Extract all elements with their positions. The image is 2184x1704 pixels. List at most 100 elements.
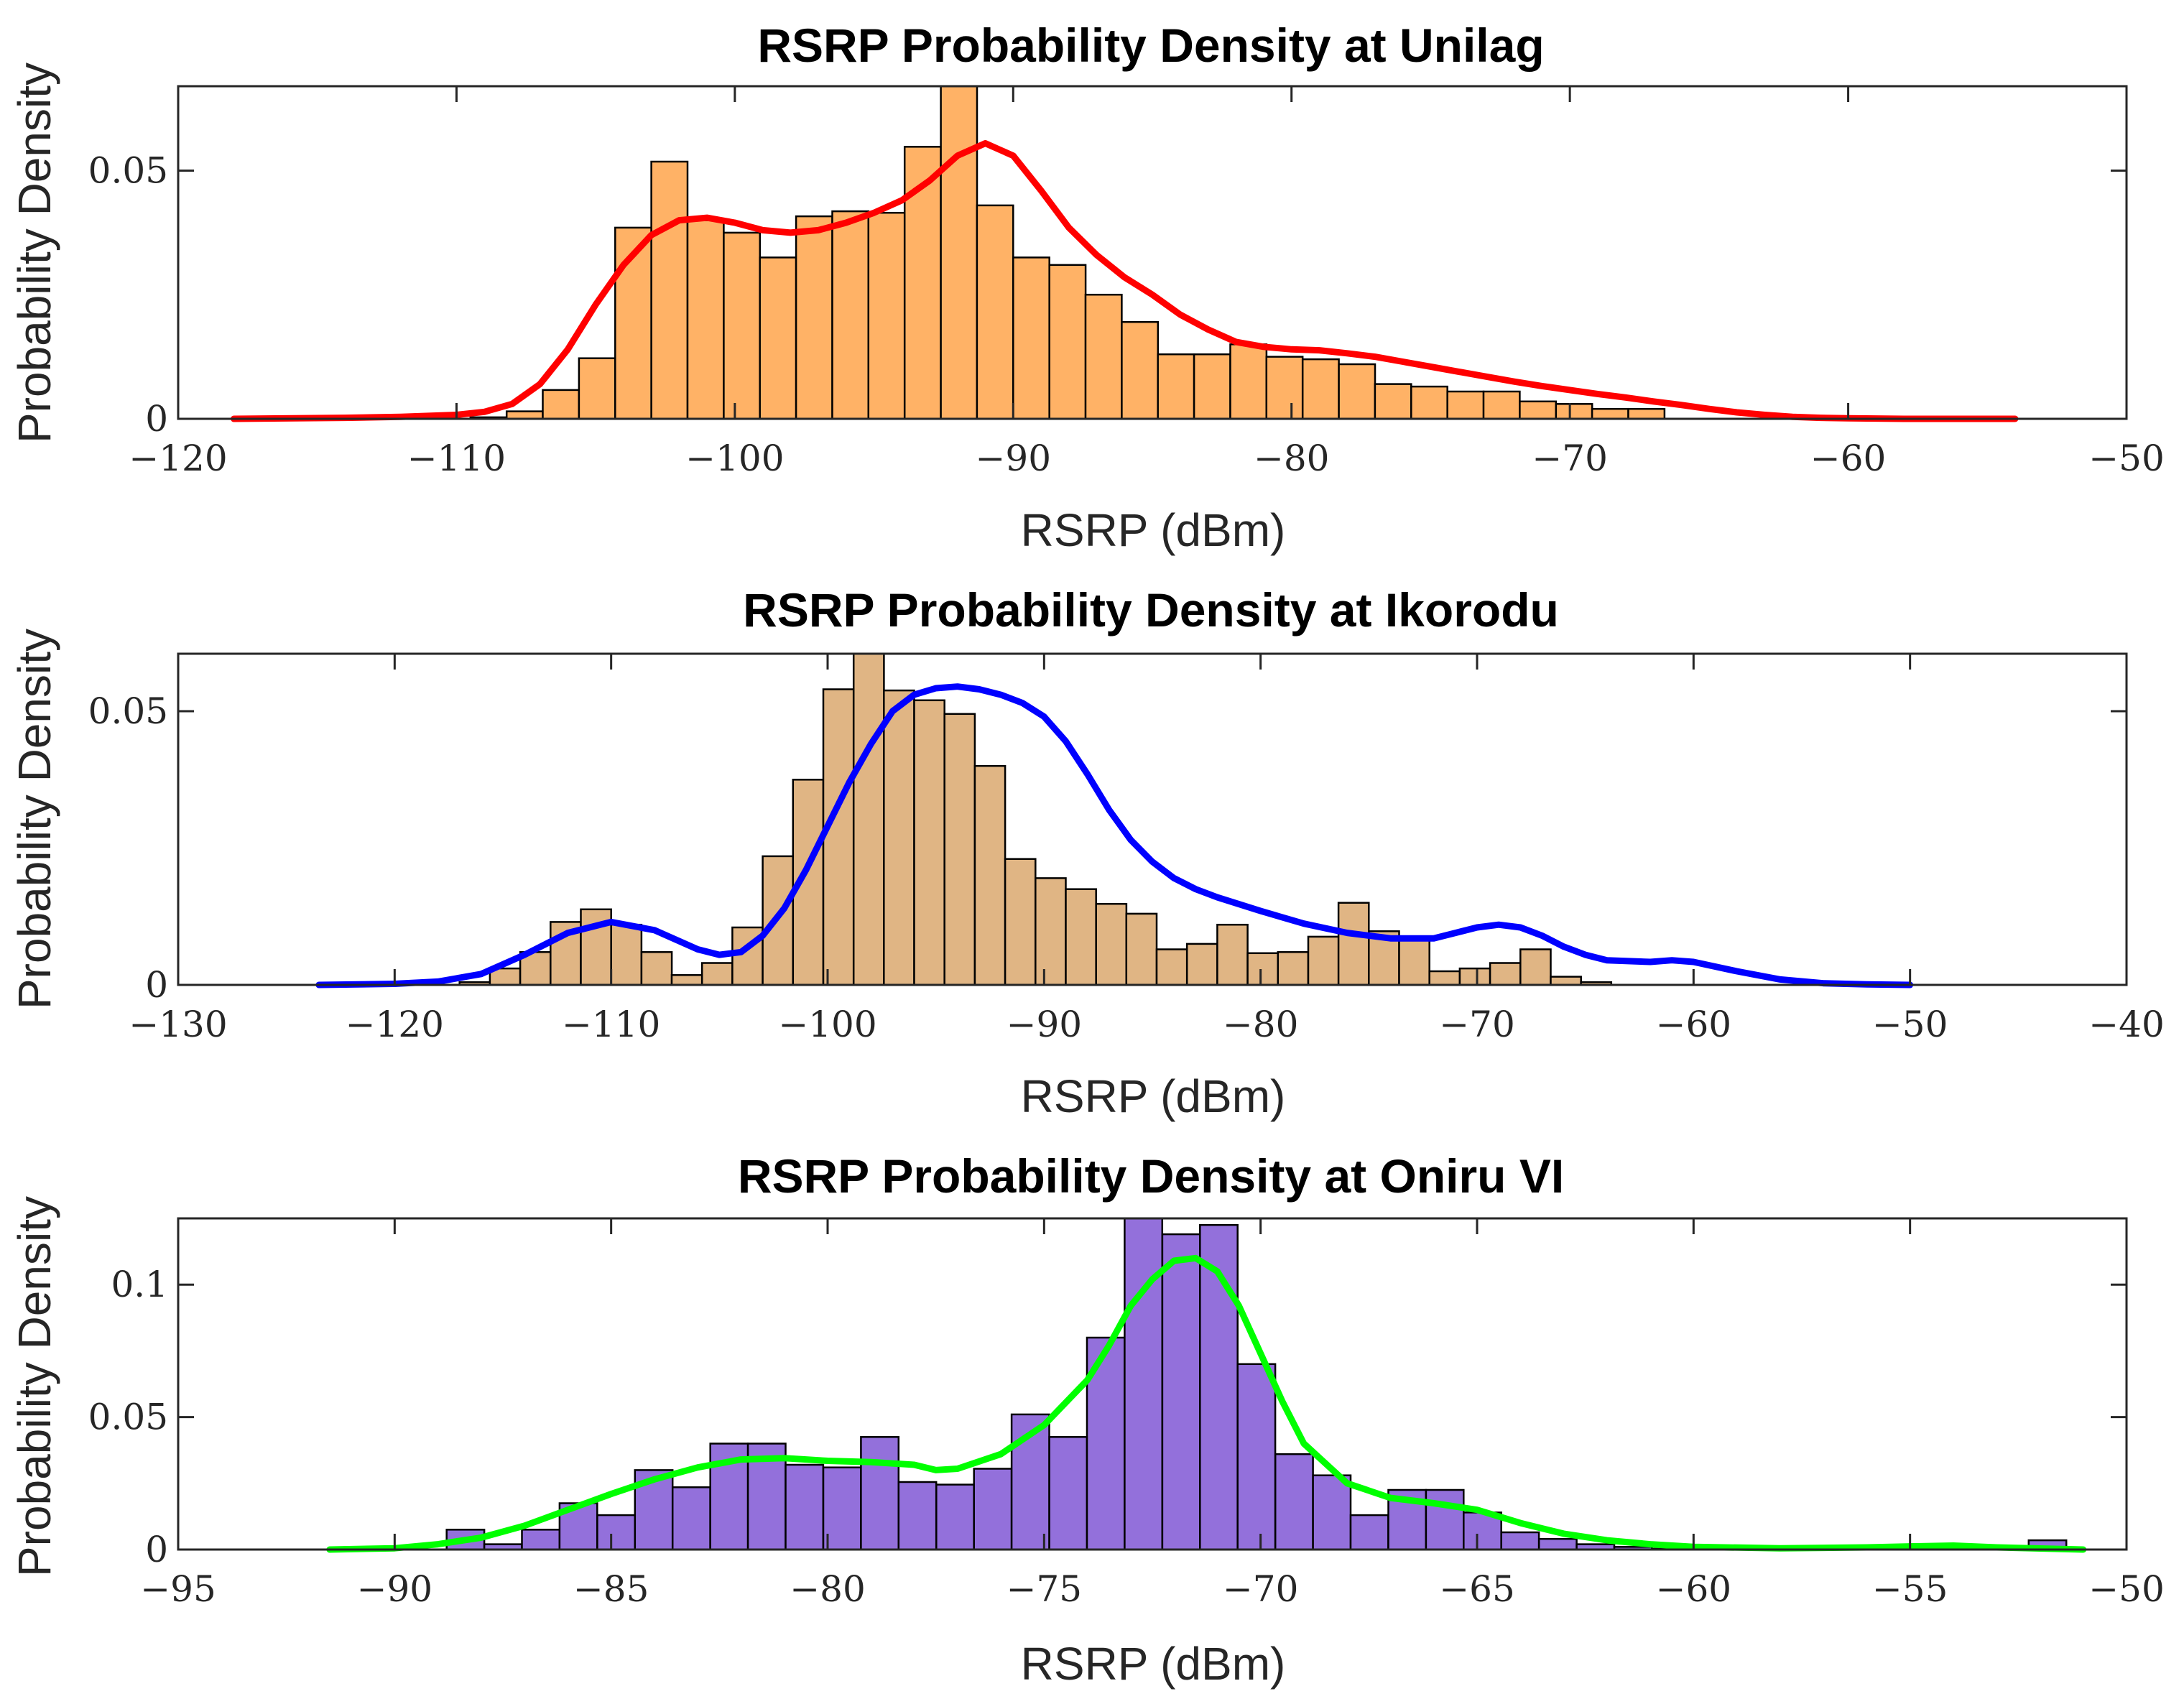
- histogram-bar: [596, 1514, 637, 1551]
- histogram-bar: [700, 962, 734, 986]
- axes-box: [177, 652, 2128, 986]
- histogram-bar: [1084, 293, 1123, 420]
- x-tick-label: −80: [1254, 437, 1330, 479]
- histogram-bar: [867, 211, 906, 420]
- x-tick-label: −130: [129, 1004, 227, 1045]
- x-tick-label: −40: [2088, 1004, 2165, 1045]
- histogram-bar: [759, 256, 797, 420]
- histogram-bar: [670, 974, 703, 986]
- histogram-bar: [1337, 902, 1370, 986]
- histogram-bar: [1519, 400, 1558, 420]
- chart-title: RSRP Probability Density at Ikorodu: [743, 583, 1559, 636]
- histogram-bar: [1048, 264, 1087, 420]
- histogram-bar: [1236, 1363, 1277, 1551]
- histogram-bar: [1349, 1514, 1389, 1551]
- histogram-bar: [1095, 902, 1128, 986]
- histogram-bar: [1550, 976, 1582, 986]
- histogram-bar: [940, 85, 978, 420]
- x-axis-label: RSRP (dBm): [1021, 1638, 1286, 1690]
- y-tick-label: 0.1: [111, 1264, 168, 1305]
- bar-group: [469, 85, 1666, 420]
- histogram-bar: [650, 160, 689, 420]
- histogram-bar: [1425, 1488, 1465, 1551]
- x-tick-label: −95: [140, 1568, 216, 1610]
- x-tick-label: −60: [1656, 1004, 1732, 1045]
- histogram-bar: [578, 357, 616, 420]
- axes-box: [177, 85, 2128, 420]
- histogram-bar: [822, 1466, 862, 1551]
- histogram-bar: [1216, 923, 1249, 986]
- histogram-bar: [1398, 937, 1430, 986]
- histogram-bar: [935, 1483, 975, 1551]
- histogram-bar: [785, 1463, 825, 1551]
- x-tick-label: −120: [129, 437, 227, 479]
- histogram-bar: [1124, 1217, 1164, 1551]
- histogram-bar: [723, 231, 762, 420]
- density-curve: [231, 140, 2019, 422]
- histogram-bar: [795, 215, 833, 420]
- y-axis-label: Probability Density: [9, 629, 60, 1009]
- histogram-bar: [1482, 390, 1521, 420]
- density-curve-group: [326, 1254, 2087, 1553]
- chart-title: RSRP Probability Density at Oniru VI: [738, 1149, 1564, 1203]
- histogram-bar: [1048, 1436, 1088, 1551]
- x-tick-label: −90: [1007, 1004, 1083, 1045]
- histogram-bar: [973, 764, 1007, 986]
- density-curve: [326, 1254, 2087, 1553]
- x-tick-label: −55: [1872, 1568, 1948, 1610]
- histogram-bar: [1312, 1474, 1352, 1551]
- x-tick-label: −70: [1439, 1004, 1515, 1045]
- histogram-bar: [1065, 888, 1097, 986]
- histogram-bar: [1161, 1233, 1201, 1551]
- density-curve-group: [231, 140, 2019, 422]
- histogram-bar: [913, 699, 945, 986]
- x-axis-label: RSRP (dBm): [1021, 1070, 1286, 1122]
- tick-group: −130 −120 −110 −100 −90 −80 −70 −60 −50 −40 0 0.05: [88, 654, 2165, 1045]
- y-tick-label: 0.05: [88, 149, 168, 191]
- histogram-bar: [610, 923, 643, 986]
- histogram-bar: [686, 219, 725, 420]
- axes-box: [177, 1217, 2128, 1551]
- histogram-bar: [897, 1481, 938, 1551]
- histogram-bar: [973, 1468, 1013, 1551]
- density-curve-group: [315, 683, 1914, 988]
- histogram-bar: [1458, 967, 1491, 986]
- histogram-bar: [883, 689, 915, 986]
- bar-group: [458, 652, 1613, 986]
- histogram-bar: [1157, 353, 1195, 420]
- tick-group: −120 −110 −100 −90 −80 −70 −60 −50 0 0.05: [88, 86, 2165, 479]
- density-curve: [315, 683, 1914, 988]
- histogram-bar: [1004, 858, 1037, 986]
- x-tick-label: −70: [1532, 437, 1608, 479]
- x-tick-label: −120: [346, 1004, 444, 1045]
- histogram-bar: [1012, 256, 1050, 420]
- histogram-bar: [1500, 1531, 1540, 1551]
- x-tick-label: −80: [790, 1568, 866, 1610]
- x-tick-label: −60: [1656, 1568, 1732, 1610]
- histogram-bar: [1185, 943, 1218, 986]
- x-tick-label: −60: [1810, 437, 1887, 479]
- histogram-bar: [1035, 877, 1067, 986]
- x-tick-label: −65: [1439, 1568, 1515, 1610]
- histogram-bar: [521, 1529, 561, 1551]
- x-tick-label: −50: [1872, 1004, 1948, 1045]
- histogram-bar: [1301, 358, 1340, 420]
- tick-group: −95 −90 −85 −80 −75 −70 −65 −60 −55 −50 0 0.05 0.1: [88, 1218, 2165, 1610]
- y-tick-label: 0: [145, 398, 168, 440]
- histogram-bar: [831, 210, 870, 420]
- histogram-bar: [860, 1436, 900, 1551]
- histogram-bar: [1489, 962, 1522, 986]
- y-axis-label: Probability Density: [9, 1196, 60, 1577]
- histogram-bar: [671, 1486, 711, 1551]
- histogram-bar: [1410, 385, 1448, 420]
- x-tick-label: −80: [1223, 1004, 1299, 1045]
- subplot-unilag: RSRP Probability Density at Unilag Proba…: [9, 19, 2165, 556]
- histogram-bar: [1277, 951, 1310, 986]
- histogram-bar: [822, 688, 855, 986]
- x-tick-label: −50: [2088, 437, 2165, 479]
- histogram-bar: [1591, 407, 1629, 420]
- bar-group: [445, 1217, 2068, 1551]
- histogram-bar: [976, 204, 1014, 420]
- histogram-bar: [1265, 356, 1304, 420]
